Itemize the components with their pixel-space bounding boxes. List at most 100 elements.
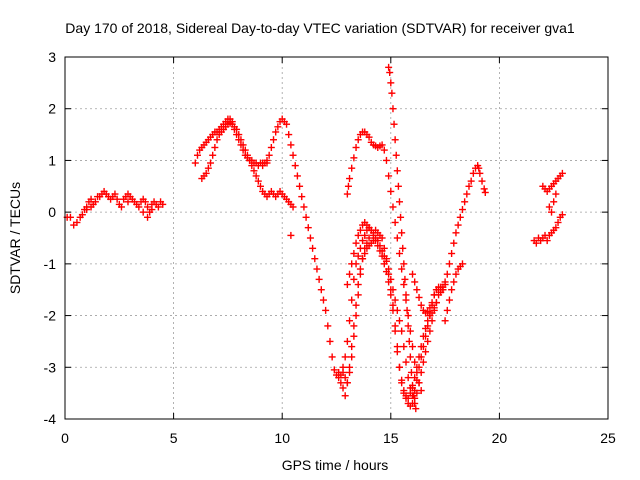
data-point <box>380 244 388 252</box>
data-point <box>417 301 425 309</box>
data-point <box>424 307 432 315</box>
data-point <box>475 164 483 172</box>
data-point <box>287 141 295 149</box>
data-point <box>424 337 432 345</box>
data-point <box>387 291 395 299</box>
data-point <box>419 332 427 340</box>
data-point <box>328 353 336 361</box>
data-point <box>317 286 325 294</box>
data-point <box>398 327 406 335</box>
data-point <box>193 151 201 159</box>
data-point <box>391 136 399 144</box>
data-point <box>369 231 377 239</box>
data-point <box>389 286 397 294</box>
chart-title: Day 170 of 2018, Sidereal Day-to-day VTE… <box>65 20 575 36</box>
data-point <box>406 353 414 361</box>
data-point <box>443 270 451 278</box>
data-point <box>352 144 360 151</box>
data-point <box>287 231 295 239</box>
data-point <box>552 224 560 232</box>
data-point <box>365 234 373 242</box>
data-point <box>395 198 403 206</box>
data-point <box>87 203 95 211</box>
data-point <box>467 177 475 185</box>
data-point <box>401 275 409 283</box>
data-point <box>450 239 458 247</box>
data-point <box>400 281 408 289</box>
data-point <box>448 250 456 258</box>
data-point <box>392 151 400 159</box>
data-point <box>386 69 394 77</box>
data-point <box>428 299 436 307</box>
data-point <box>409 270 417 278</box>
data-point <box>388 89 396 97</box>
data-point <box>448 286 456 294</box>
data-point <box>313 265 321 273</box>
x-tick-label: 15 <box>383 430 399 446</box>
data-point <box>391 218 399 226</box>
data-point <box>400 387 408 395</box>
data-point <box>252 172 260 180</box>
y-tick-label: 3 <box>48 49 56 65</box>
data-point <box>159 200 167 208</box>
data-point <box>409 343 417 351</box>
data-point <box>452 229 460 237</box>
data-point <box>380 146 388 154</box>
data-point <box>117 203 125 211</box>
data-point <box>398 265 406 273</box>
data-point <box>239 146 247 154</box>
data-point <box>341 374 349 382</box>
data-point <box>326 337 334 345</box>
data-point <box>404 394 412 402</box>
data-point <box>348 353 356 361</box>
data-point <box>558 211 566 219</box>
data-point <box>352 239 360 247</box>
x-tick-label: 10 <box>274 430 290 446</box>
data-point <box>346 175 354 183</box>
data-point <box>481 188 489 196</box>
data-point <box>441 317 449 325</box>
data-point <box>411 278 419 286</box>
data-point <box>387 79 395 87</box>
data-point <box>458 260 466 268</box>
data-point <box>445 296 453 304</box>
data-point <box>558 169 566 177</box>
data-point <box>330 366 338 374</box>
data-point <box>350 322 358 330</box>
data-point <box>346 317 354 325</box>
data-point <box>211 144 219 151</box>
data-point <box>413 368 421 376</box>
data-point <box>141 198 149 206</box>
data-point <box>439 286 447 294</box>
data-point <box>454 221 462 229</box>
data-point <box>391 327 399 335</box>
data-point <box>441 278 449 286</box>
data-point <box>415 379 423 387</box>
data-point <box>450 278 458 286</box>
data-point <box>395 363 403 371</box>
series-seg-early <box>63 187 167 229</box>
data-point <box>410 392 418 400</box>
data-point <box>319 296 327 304</box>
data-point <box>359 237 367 245</box>
data-point <box>382 156 390 164</box>
data-point <box>400 260 408 268</box>
data-point <box>378 141 386 149</box>
data-point <box>395 250 403 258</box>
data-point <box>233 131 241 139</box>
data-point <box>374 242 382 250</box>
data-point <box>154 203 162 211</box>
x-axis-label: GPS time / hours <box>282 457 389 473</box>
data-point <box>378 252 386 260</box>
data-point <box>382 268 390 276</box>
data-point <box>144 203 152 211</box>
data-point <box>191 159 199 167</box>
data-point <box>397 213 405 221</box>
data-point <box>341 353 349 361</box>
data-point <box>458 206 466 214</box>
data-point <box>270 136 278 144</box>
data-point <box>91 198 99 206</box>
data-point <box>465 182 473 190</box>
data-point <box>78 211 86 219</box>
